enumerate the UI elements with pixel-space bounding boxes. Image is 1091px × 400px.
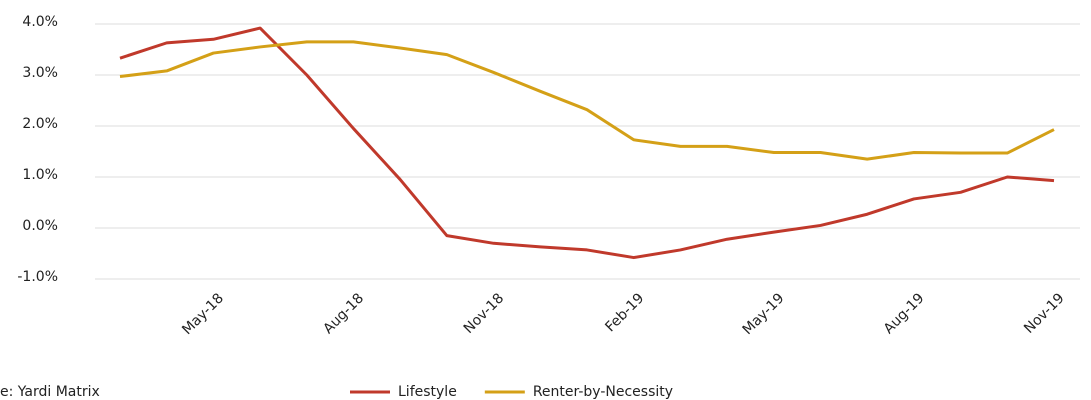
x-tick-label: Nov-18 xyxy=(461,290,508,337)
source-note: e: Yardi Matrix xyxy=(0,384,100,400)
x-tick-label: Feb-19 xyxy=(602,290,647,335)
y-tick-label: 2.0% xyxy=(22,116,58,132)
legend-label: Renter-by-Necessity xyxy=(533,384,673,400)
y-tick-label: 3.0% xyxy=(22,65,58,81)
y-tick-label: -1.0% xyxy=(17,269,58,285)
x-tick-label: Aug-19 xyxy=(881,290,928,337)
series-line xyxy=(119,40,1055,161)
legend-label: Lifestyle xyxy=(398,384,457,400)
x-tick-label: Nov-19 xyxy=(1021,290,1068,337)
x-tick-label: Aug-18 xyxy=(320,290,367,337)
x-tick-label: May-18 xyxy=(179,290,227,338)
y-tick-label: 1.0% xyxy=(22,167,58,183)
x-tick-label: May-19 xyxy=(740,290,788,338)
series-line xyxy=(119,26,1055,260)
y-tick-label: 0.0% xyxy=(22,218,58,234)
y-tick-label: 4.0% xyxy=(22,14,58,30)
